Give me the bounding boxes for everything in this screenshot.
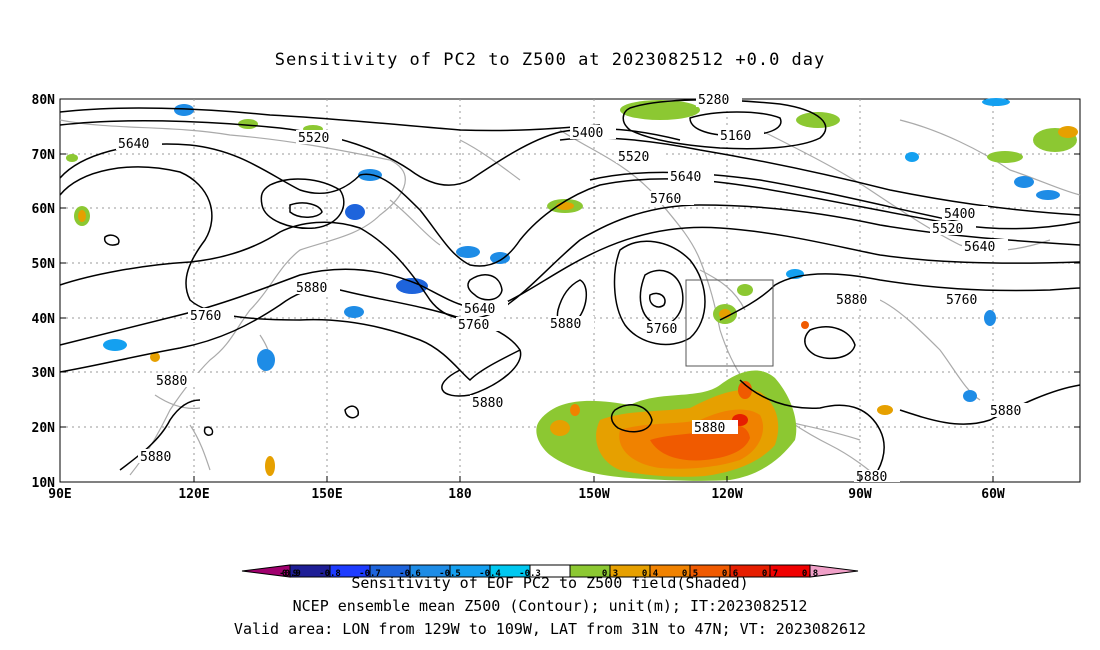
lat-label: 40N bbox=[32, 312, 56, 327]
contour-label: 5760 bbox=[190, 309, 221, 324]
contour-label: 5760 bbox=[646, 322, 677, 337]
colorbar-tick-label: -0.5 bbox=[439, 569, 461, 579]
colorbar-tick-label: 0.3 bbox=[602, 569, 618, 579]
lat-label: 80N bbox=[32, 93, 56, 108]
contour-label: 5880 bbox=[856, 470, 887, 485]
colorbar-tick-label: 0.9 bbox=[282, 569, 298, 579]
colorbar-tick-label: 0.5 bbox=[682, 569, 698, 579]
contour-label: 5520 bbox=[932, 222, 963, 237]
contour-label: 5760 bbox=[458, 318, 489, 333]
axis-ticks bbox=[60, 98, 1080, 482]
contour-label: 5640 bbox=[964, 240, 995, 255]
contour-label: 5640 bbox=[464, 302, 495, 317]
contour-label: 5880 bbox=[472, 396, 503, 411]
colorbar: -0.9 -0.8 -0.7 -0.6 -0.5 -0.4 -0.3 0.3 0.4 0.5 0.6… bbox=[241, 564, 859, 579]
contour-label: 5880 bbox=[990, 404, 1021, 419]
lat-label: 60N bbox=[32, 202, 56, 217]
contour-label: 5400 bbox=[572, 126, 603, 141]
contour-label: 5640 bbox=[670, 170, 701, 185]
colorbar-tick-label: -0.8 bbox=[319, 569, 341, 579]
contour-label: 5400 bbox=[944, 207, 975, 222]
colorbar-tick-label: -0.6 bbox=[399, 569, 421, 579]
contour-label: 5880 bbox=[550, 317, 581, 332]
lat-label: 70N bbox=[32, 148, 56, 163]
z500-contours bbox=[59, 99, 1081, 483]
latitude-labels: 80N 70N 60N 50N 40N 30N 20N 10N bbox=[32, 93, 56, 491]
contour-label: 5880 bbox=[296, 281, 327, 296]
lat-label: 20N bbox=[32, 421, 56, 436]
lon-label: 150E bbox=[311, 487, 342, 502]
contour-label: 5280 bbox=[698, 93, 729, 108]
lon-label: 90E bbox=[48, 487, 71, 502]
contour-label: 5640 bbox=[118, 137, 149, 152]
colorbar-tick-label: 0.8 bbox=[802, 569, 818, 579]
lat-label: 50N bbox=[32, 257, 56, 272]
negative-sensitivity-shading bbox=[103, 98, 1060, 402]
footer-line-1: NCEP ensemble mean Z500 (Contour); unit(… bbox=[292, 597, 808, 615]
colorbar-tick-label: -0.7 bbox=[359, 569, 381, 579]
colorbar-tick-label: -0.4 bbox=[479, 569, 501, 579]
contour-label: 5520 bbox=[618, 150, 649, 165]
contour-label: 5880 bbox=[156, 374, 187, 389]
lon-label: 120E bbox=[178, 487, 209, 502]
lon-label: 150W bbox=[578, 487, 609, 502]
contour-label: 5760 bbox=[946, 293, 977, 308]
colorbar-tick-label: 0.4 bbox=[642, 569, 659, 579]
contour-labels: 5280 5160 5400 5520 5640 5760 5520 5640 … bbox=[116, 93, 1034, 485]
colorbar-max-triangle bbox=[809, 564, 859, 578]
longitude-labels: 90E 120E 150E 180 150W 120W 90W 60W bbox=[48, 487, 1005, 502]
footer-line-2: Valid area: LON from 129W to 109W, LAT f… bbox=[233, 620, 867, 638]
lon-label: 60W bbox=[981, 487, 1005, 502]
contour-label: 5760 bbox=[650, 192, 681, 207]
contour-label: 5160 bbox=[720, 129, 751, 144]
valid-area-box bbox=[685, 279, 774, 367]
lat-label: 10N bbox=[32, 476, 56, 491]
colorbar-tick-label: 0.6 bbox=[722, 569, 738, 579]
colorbar-label: Sensitivity of EOF PC2 to Z500 field(Sha… bbox=[351, 574, 749, 592]
lon-label: 180 bbox=[448, 487, 472, 502]
lon-label: 90W bbox=[848, 487, 872, 502]
map-title: Sensitivity of PC2 to Z500 at 2023082512… bbox=[274, 50, 826, 70]
colorbar-tick-label: -0.9 bbox=[279, 569, 301, 579]
lat-label: 30N bbox=[32, 366, 56, 381]
lon-label: 120W bbox=[711, 487, 742, 502]
contour-label: 5880 bbox=[836, 293, 867, 308]
colorbar-tick-label: -0.3 bbox=[519, 569, 541, 579]
colorbar-tick-label: 0.7 bbox=[762, 569, 778, 579]
contour-label: 5520 bbox=[298, 131, 329, 146]
contour-label: 5880 bbox=[694, 421, 725, 436]
contour-label: 5880 bbox=[140, 450, 171, 465]
